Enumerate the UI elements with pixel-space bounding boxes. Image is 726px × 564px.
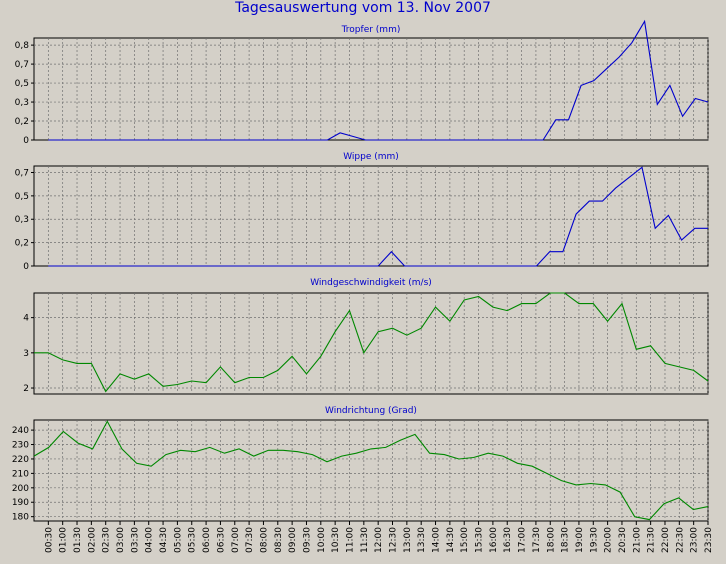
x-tick-label: 05:00 bbox=[173, 527, 183, 553]
x-tick-label: 17:30 bbox=[532, 527, 542, 553]
x-tick-label: 04:30 bbox=[159, 527, 169, 553]
x-tick-label: 20:30 bbox=[618, 527, 628, 553]
x-tick-label: 10:30 bbox=[331, 527, 341, 553]
y-tick-label: 0,3 bbox=[15, 98, 29, 108]
x-tick-label: 11:00 bbox=[346, 527, 356, 553]
x-tick-label: 12:00 bbox=[374, 527, 384, 553]
x-tick-label: 18:30 bbox=[561, 527, 571, 553]
series-line bbox=[48, 19, 709, 141]
series-line bbox=[33, 420, 709, 521]
y-tick-label: 230 bbox=[12, 441, 29, 451]
x-tick-label: 21:30 bbox=[647, 527, 657, 553]
y-tick-label: 190 bbox=[12, 498, 29, 508]
x-tick-label: 13:30 bbox=[417, 527, 427, 553]
y-tick-label: 0,7 bbox=[15, 168, 29, 178]
y-tick-label: 0,2 bbox=[15, 239, 29, 249]
x-tick-label: 22:30 bbox=[675, 527, 685, 553]
x-tick-label: 23:30 bbox=[704, 527, 714, 553]
x-tick-label: 15:30 bbox=[475, 527, 485, 553]
x-tick-label: 08:00 bbox=[259, 527, 269, 553]
y-tick-label: 2 bbox=[23, 384, 29, 394]
y-tick-label: 210 bbox=[12, 469, 29, 479]
x-tick-label: 14:00 bbox=[432, 527, 442, 553]
y-tick-label: 0 bbox=[23, 136, 29, 146]
x-tick-label: 13:00 bbox=[403, 527, 413, 553]
y-tick-label: 0 bbox=[23, 262, 29, 272]
y-tick-label: 220 bbox=[12, 455, 29, 465]
chart-title-windgeschwindigkeit: Windgeschwindigkeit (m/s) bbox=[310, 278, 432, 288]
x-tick-label: 00:30 bbox=[44, 527, 54, 553]
plot-frame bbox=[33, 292, 709, 395]
x-tick-label: 01:30 bbox=[73, 527, 83, 553]
y-tick-label: 0,7 bbox=[15, 60, 29, 70]
y-tick-label: 240 bbox=[12, 426, 29, 436]
x-tick-label: 07:00 bbox=[231, 527, 241, 553]
x-tick-label: 12:30 bbox=[389, 527, 399, 553]
x-tick-label: 19:00 bbox=[575, 527, 585, 553]
x-tick-label: 03:00 bbox=[116, 527, 126, 553]
y-tick-label: 0,5 bbox=[15, 79, 29, 89]
x-tick-label: 04:00 bbox=[145, 527, 155, 553]
x-tick-label: 02:00 bbox=[87, 527, 97, 553]
x-tick-label: 06:00 bbox=[202, 527, 212, 553]
y-tick-label: 200 bbox=[12, 484, 29, 494]
x-tick-label: 09:00 bbox=[288, 527, 298, 553]
x-tick-label: 16:00 bbox=[489, 527, 499, 553]
y-tick-label: 0,2 bbox=[15, 117, 29, 127]
x-tick-label: 21:00 bbox=[632, 527, 642, 553]
y-tick-label: 0,8 bbox=[15, 41, 30, 51]
x-tick-label: 20:00 bbox=[604, 527, 614, 553]
x-tick-label: 14:30 bbox=[446, 527, 456, 553]
plot-frame bbox=[33, 165, 709, 267]
plot-frame bbox=[33, 37, 709, 141]
x-tick-label: 08:30 bbox=[274, 527, 284, 553]
chart-title-tropfer: Tropfer (mm) bbox=[341, 25, 401, 35]
x-tick-label: 02:30 bbox=[102, 527, 112, 553]
y-tick-label: 0,3 bbox=[15, 215, 29, 225]
x-tick-label: 01:00 bbox=[59, 527, 69, 553]
chart-title-windrichtung: Windrichtung (Grad) bbox=[325, 406, 417, 416]
x-tick-label: 03:30 bbox=[130, 527, 140, 553]
chart-title-wippe: Wippe (mm) bbox=[343, 152, 399, 162]
series-line bbox=[34, 292, 709, 393]
y-tick-label: 3 bbox=[23, 349, 29, 359]
page-title: Tagesauswertung vom 13. Nov 2007 bbox=[235, 0, 491, 16]
y-tick-label: 4 bbox=[23, 314, 29, 324]
x-tick-label: 07:30 bbox=[245, 527, 255, 553]
x-tick-label: 11:30 bbox=[360, 527, 370, 553]
x-tick-label: 22:00 bbox=[661, 527, 671, 553]
x-tick-label: 19:30 bbox=[589, 527, 599, 553]
x-tick-label: 17:00 bbox=[518, 527, 528, 553]
x-tick-label: 23:00 bbox=[690, 527, 700, 553]
x-tick-label: 06:30 bbox=[216, 527, 226, 553]
x-tick-label: 10:00 bbox=[317, 527, 327, 553]
y-tick-label: 0,5 bbox=[15, 192, 29, 202]
series-line bbox=[48, 166, 708, 267]
x-tick-label: 09:30 bbox=[303, 527, 313, 553]
x-tick-label: 05:30 bbox=[188, 527, 198, 553]
x-tick-label: 16:30 bbox=[503, 527, 513, 553]
x-tick-label: 15:00 bbox=[460, 527, 470, 553]
y-tick-label: 180 bbox=[12, 513, 29, 523]
x-tick-label: 18:00 bbox=[546, 527, 556, 553]
plot-frame bbox=[33, 419, 709, 522]
